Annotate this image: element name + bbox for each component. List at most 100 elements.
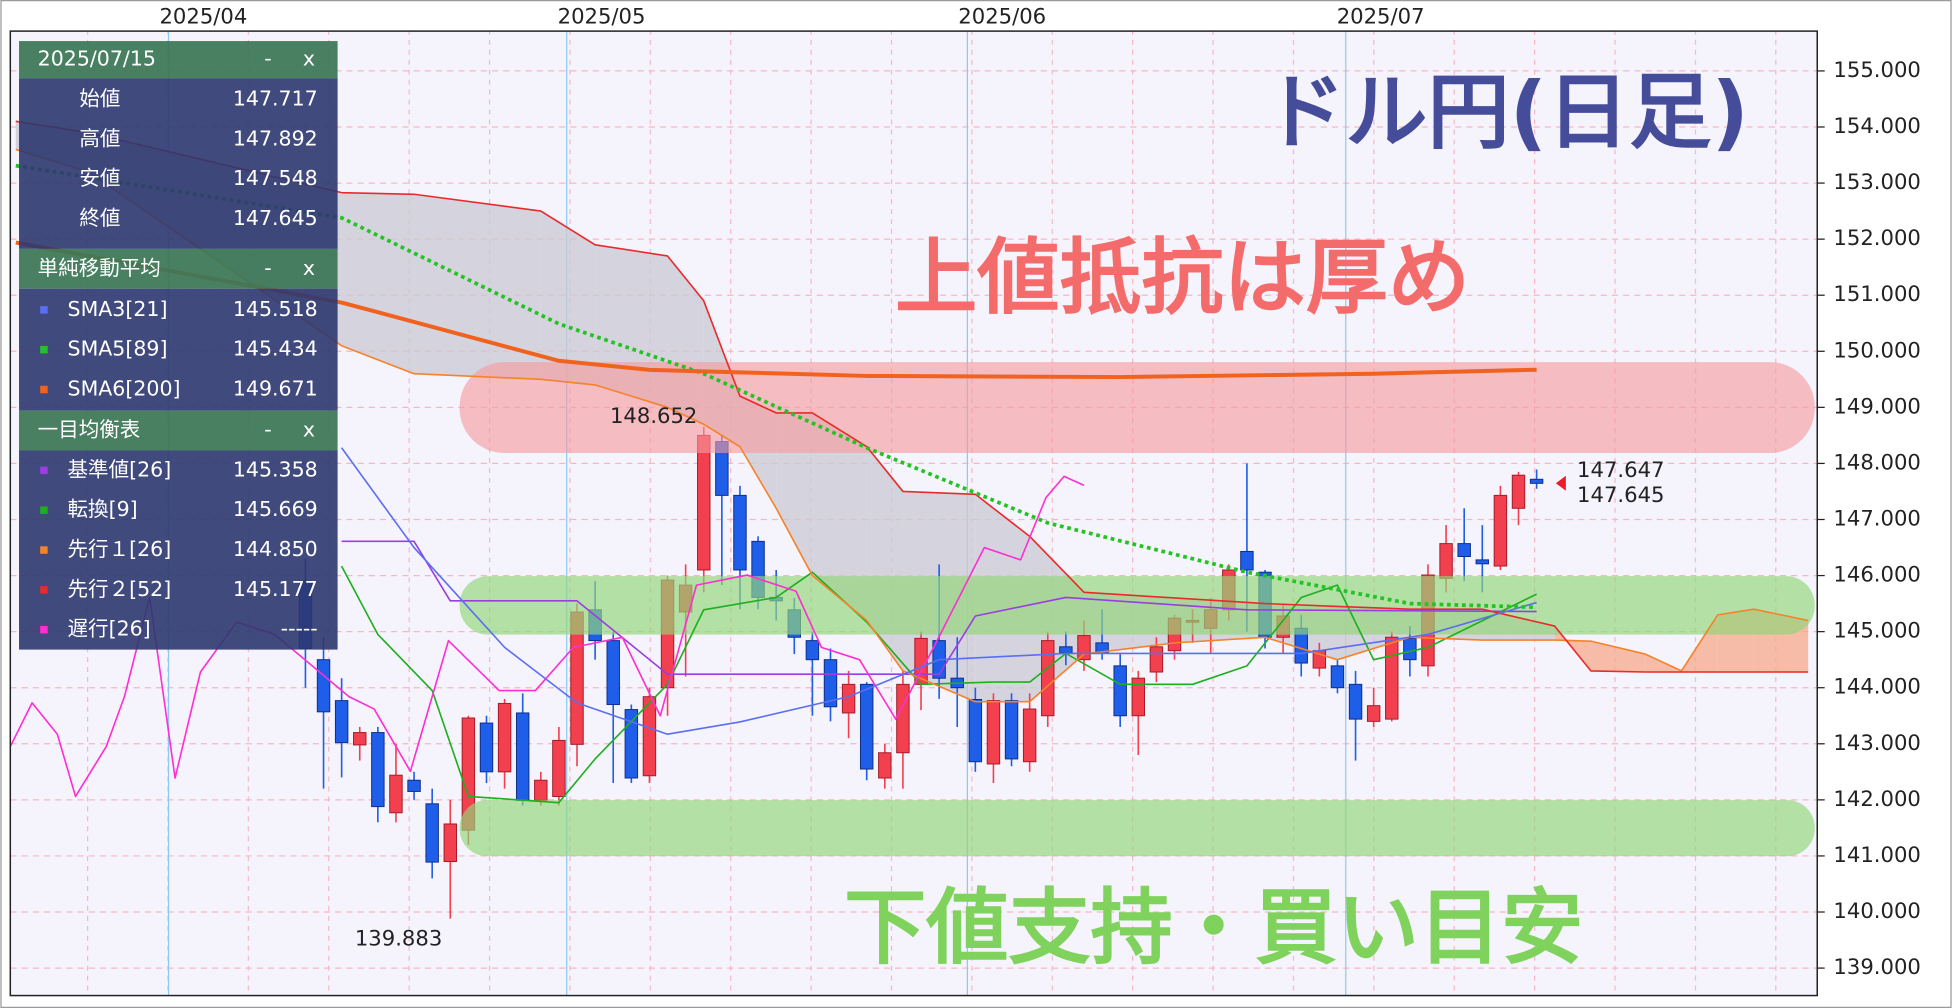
legend-label: SMA5[89]	[68, 337, 168, 361]
y-tick-label: 155.000	[1833, 57, 1920, 82]
indicator-lines	[10, 120, 1809, 804]
y-tick-label: 141.000	[1833, 842, 1920, 867]
panel-body	[19, 78, 338, 249]
candle-body	[425, 803, 439, 863]
panel-date: 2025/07/15	[38, 47, 156, 71]
indicator-line	[340, 565, 1537, 804]
plot-border	[9, 30, 1818, 997]
y-tick-label: 152.000	[1833, 225, 1920, 250]
price-label: 147.647	[1577, 457, 1664, 482]
candle-body	[371, 732, 385, 808]
close-button[interactable]: x	[303, 418, 315, 442]
panel-value: 149.671	[233, 377, 318, 401]
candle-body	[1529, 478, 1544, 484]
resistance-zone	[459, 362, 1815, 453]
candle-body	[1041, 640, 1055, 717]
close-button[interactable]: x	[303, 47, 315, 71]
price-marker	[1555, 475, 1566, 491]
legend-label: 先行２[52]	[68, 577, 172, 601]
cloud-segment	[1590, 641, 1646, 673]
panel-body	[19, 288, 338, 411]
panel-value: 145.177	[233, 577, 318, 601]
price-label: 147.645	[1577, 482, 1664, 507]
candle-body	[534, 779, 548, 801]
indicator-line	[15, 120, 1809, 673]
legend-swatch	[40, 586, 48, 594]
candle-body	[316, 659, 331, 713]
legend-swatch	[40, 345, 48, 354]
candle-body	[552, 739, 566, 797]
legend-label: 基準値[26]	[68, 457, 172, 481]
candle-body	[443, 823, 457, 863]
y-tick-label: 145.000	[1833, 618, 1920, 643]
candle-body	[968, 698, 983, 763]
candle-body	[1059, 646, 1073, 654]
minimize-button[interactable]: -	[264, 256, 271, 280]
minimize-button[interactable]: -	[264, 47, 271, 71]
legend-swatch	[40, 546, 48, 554]
y-tick-label: 139.000	[1833, 954, 1920, 979]
candle-body	[407, 779, 421, 792]
cloud-segment	[812, 412, 867, 621]
panel-value: 147.548	[233, 166, 318, 190]
y-tick-label: 148.000	[1833, 449, 1920, 474]
minimize-button[interactable]: -	[264, 418, 271, 442]
candle-body	[497, 702, 512, 773]
cloud-segment	[414, 194, 541, 380]
candle-body	[624, 709, 639, 779]
candle-body	[1385, 636, 1399, 720]
extreme-label: 148.652	[610, 403, 697, 428]
y-tick-label: 150.000	[1833, 337, 1920, 362]
x-tick-label: 2025/06	[958, 3, 1046, 28]
panel-body	[19, 450, 338, 650]
panel-label: 始値	[79, 87, 120, 111]
cloud-segment	[776, 412, 813, 576]
panel-value: 145.518	[233, 297, 318, 321]
chart-title: ドル円(日足)	[1263, 66, 1749, 161]
candle-body	[1403, 637, 1417, 661]
y-tick-label: 147.000	[1833, 506, 1920, 531]
panel-value: 147.717	[233, 87, 318, 111]
indicator-line	[15, 148, 1809, 703]
panel-value: 145.669	[233, 497, 318, 521]
y-tick-label: 140.000	[1833, 898, 1920, 923]
panel-label: 終値	[79, 206, 120, 230]
candle-body	[878, 752, 892, 779]
candle-body	[1348, 683, 1363, 720]
indicator-line	[10, 475, 1085, 798]
panel-value: 145.358	[233, 457, 318, 481]
indicator-line	[341, 540, 1537, 676]
candle-body	[1330, 665, 1345, 689]
candle-body	[606, 640, 620, 706]
x-tick-label: 2025/07	[1337, 3, 1425, 28]
buy-zone	[459, 800, 1815, 857]
candle-body	[733, 494, 747, 571]
indicator-line	[15, 240, 1537, 380]
candle-body	[896, 683, 910, 754]
candle-body	[334, 700, 349, 744]
candle-body	[697, 434, 711, 571]
panel-section-title: 単純移動平均	[38, 256, 161, 280]
panel-header	[19, 410, 338, 451]
candle-body	[353, 732, 367, 746]
panel-header	[19, 248, 338, 289]
candle-body	[986, 700, 1001, 765]
panel-value: 147.892	[233, 126, 318, 150]
candle-body	[1511, 474, 1526, 509]
legend-label: 転換[9]	[68, 497, 138, 521]
panel-label: 高値	[79, 126, 120, 150]
support-zone	[459, 576, 1815, 635]
candle-body	[841, 683, 856, 714]
close-button[interactable]: x	[303, 256, 315, 280]
candle-body	[1004, 700, 1019, 760]
candle-body	[859, 683, 874, 770]
legend-label: SMA3[21]	[68, 297, 168, 321]
panel-section-title: 一目均衡表	[38, 418, 141, 442]
panel-label: 安値	[79, 166, 120, 190]
legend-swatch	[40, 385, 48, 394]
y-tick-label: 142.000	[1833, 786, 1920, 811]
y-tick-label: 149.000	[1833, 393, 1920, 418]
cloud-segment	[540, 211, 596, 385]
y-tick-label: 153.000	[1833, 169, 1920, 194]
